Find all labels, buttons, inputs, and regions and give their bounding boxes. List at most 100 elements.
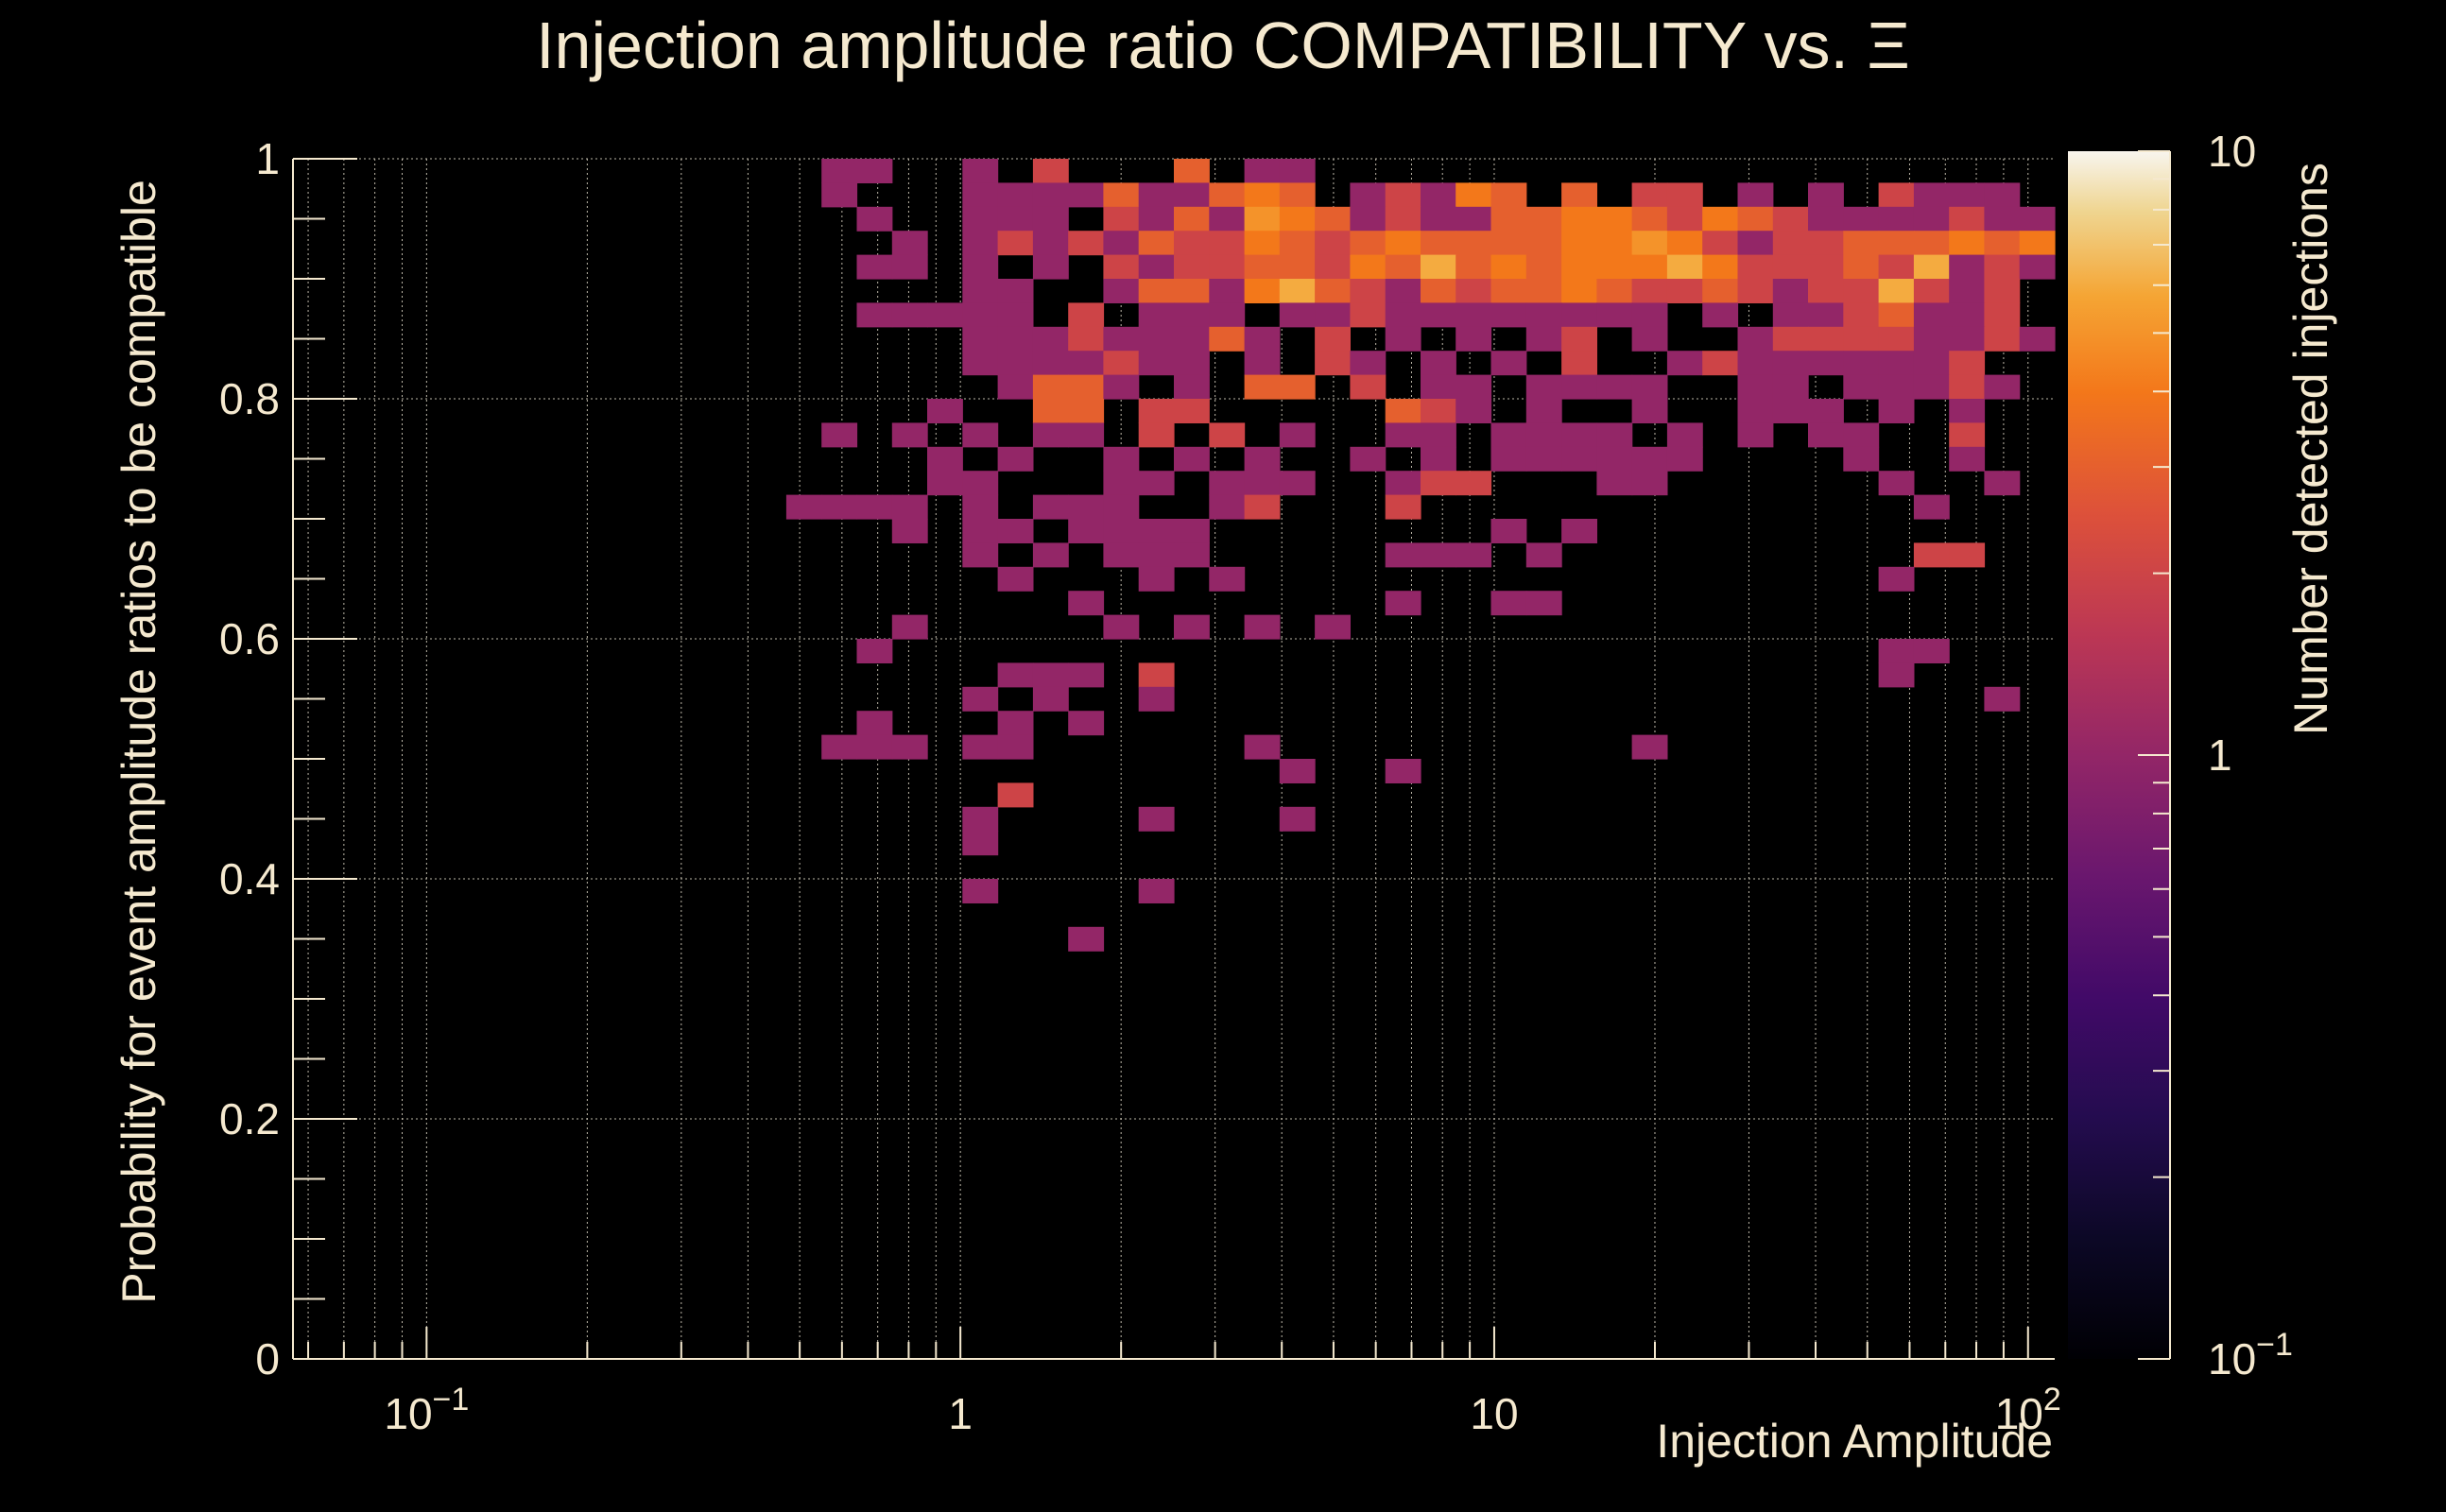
heatmap-cell <box>1350 206 1387 232</box>
heatmap-cell <box>1138 519 1175 543</box>
heatmap-cell <box>1949 542 1986 568</box>
heatmap-cell <box>821 182 858 208</box>
heatmap-cell <box>1843 254 1880 280</box>
heatmap-cell <box>1244 206 1281 232</box>
heatmap-cell <box>1385 206 1421 232</box>
heatmap-cell <box>1631 326 1668 352</box>
heatmap-cell <box>1666 422 1703 448</box>
heatmap-cell <box>891 734 928 760</box>
heatmap-cell <box>1984 686 2021 712</box>
heatmap-cell <box>1103 231 1140 256</box>
heatmap-cell <box>1279 182 1316 208</box>
heatmap-cell <box>1174 279 1210 303</box>
heatmap-cell <box>1421 351 1456 376</box>
heatmap-cell <box>1596 471 1633 496</box>
heatmap-cell <box>1244 374 1281 400</box>
heatmap-cell <box>1350 231 1387 256</box>
heatmap-cell <box>1490 279 1527 303</box>
heatmap-cell <box>1209 279 1246 303</box>
heatmap-cell <box>1913 351 1950 376</box>
heatmap-cell <box>1103 446 1140 472</box>
heatmap-cell <box>1913 326 1950 352</box>
heatmap-cell <box>1490 519 1527 543</box>
heatmap-cell <box>1174 351 1210 376</box>
heatmap-cell <box>1456 471 1492 496</box>
heatmap-cell <box>1490 182 1527 208</box>
heatmap-cell <box>1456 326 1492 352</box>
heatmap-cell <box>1279 254 1316 280</box>
heatmap-cell <box>1456 206 1492 232</box>
heatmap-cell <box>1561 374 1597 400</box>
heatmap-cell <box>1209 206 1246 232</box>
heatmap-cell <box>1949 206 1986 232</box>
heatmap-cell <box>1068 494 1105 520</box>
heatmap-cell <box>1666 279 1703 303</box>
heatmap-cell <box>1984 182 2021 208</box>
heatmap-cell <box>1808 351 1844 376</box>
heatmap-cell <box>821 734 858 760</box>
heatmap-cell <box>856 494 893 520</box>
heatmap-cell <box>962 542 999 568</box>
heatmap-cell <box>1984 231 2021 256</box>
heatmap-cell <box>1244 351 1281 376</box>
heatmap-cell <box>1032 686 1069 712</box>
heatmap-cell <box>1315 206 1351 232</box>
heatmap-cell <box>1808 231 1844 256</box>
heatmap-cell <box>1843 279 1880 303</box>
heatmap-cell <box>1878 471 1915 496</box>
heatmap-cell <box>1279 159 1316 183</box>
x-tick-label: 102 <box>1995 1382 2061 1438</box>
heatmap-cell <box>1808 302 1844 328</box>
heatmap-cell <box>1244 159 1281 183</box>
heatmap-cell <box>1385 231 1421 256</box>
heatmap-cell <box>2019 206 2056 232</box>
heatmap-cell <box>1068 399 1105 423</box>
heatmap-cell <box>1138 206 1175 232</box>
heatmap-cell <box>1385 471 1421 496</box>
heatmap-cell <box>1103 374 1140 400</box>
heatmap-cell <box>1244 471 1281 496</box>
heatmap-cell <box>1631 182 1668 208</box>
heatmap-cell <box>1631 206 1668 232</box>
heatmap-cell <box>1913 182 1950 208</box>
heatmap-cell <box>962 686 999 712</box>
heatmap-cell <box>1209 494 1246 520</box>
heatmap-cell <box>1385 326 1421 352</box>
heatmap-cell <box>1984 326 2021 352</box>
heatmap-cell <box>1350 182 1387 208</box>
heatmap-cell <box>891 302 928 328</box>
heatmap-cell <box>1561 446 1597 472</box>
heatmap-cell <box>927 471 963 496</box>
heatmap-cell <box>1032 326 1069 352</box>
heatmap-cell <box>1209 326 1246 352</box>
heatmap-cell <box>1456 302 1492 328</box>
heatmap-cell <box>1456 182 1492 208</box>
heatmap-cell <box>1666 206 1703 232</box>
heatmap-cell <box>1279 806 1316 832</box>
heatmap-cell <box>1068 182 1105 208</box>
heatmap-cell <box>997 734 1034 760</box>
heatmap-cell <box>962 422 999 448</box>
colorbar-tick-label: 10 <box>2208 127 2256 176</box>
heatmap-cell <box>1244 614 1281 640</box>
heatmap-cell <box>1032 254 1069 280</box>
y-tick-label: 0.8 <box>219 374 280 423</box>
heatmap-cell <box>1525 399 1562 423</box>
heatmap-cell <box>1490 422 1527 448</box>
heatmap-cell <box>1808 422 1844 448</box>
heatmap-cell <box>1103 494 1140 520</box>
heatmap-cell <box>1456 254 1492 280</box>
heatmap-cell <box>1385 182 1421 208</box>
heatmap-cell <box>1244 182 1281 208</box>
heatmap-cell <box>1385 494 1421 520</box>
heatmap-cell <box>1068 302 1105 328</box>
heatmap-cell <box>1525 374 1562 400</box>
heatmap-cell <box>1525 542 1562 568</box>
heatmap-cell <box>1878 374 1915 400</box>
heatmap-cell <box>1138 231 1175 256</box>
heatmap-cell <box>1174 206 1210 232</box>
heatmap-cell <box>1244 254 1281 280</box>
heatmap-cell <box>927 446 963 472</box>
